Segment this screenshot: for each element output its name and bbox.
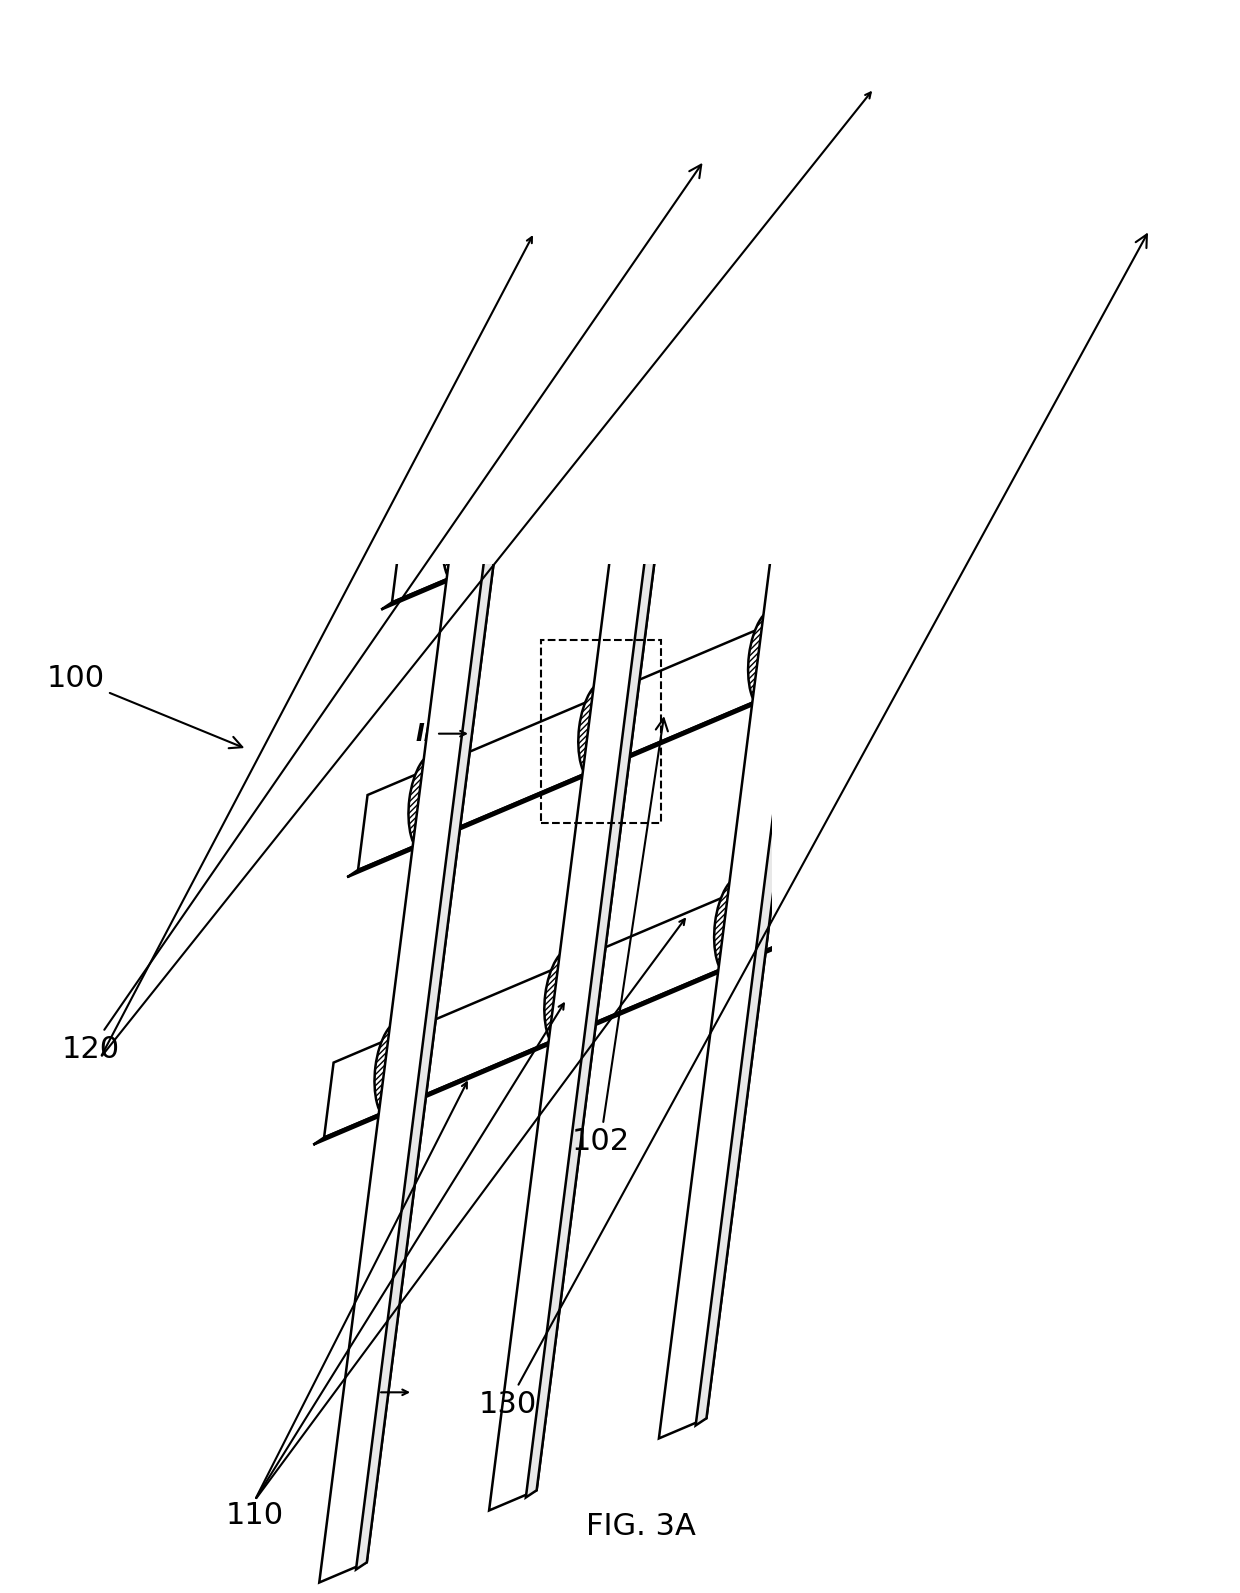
Polygon shape (977, 771, 1133, 863)
Polygon shape (489, 205, 699, 1510)
Polygon shape (789, 83, 950, 169)
Text: 102: 102 (572, 718, 668, 1157)
Polygon shape (542, 153, 620, 272)
Polygon shape (314, 857, 986, 1145)
Bar (541, 640, 661, 824)
Text: 120: 120 (62, 164, 702, 1064)
Polygon shape (1024, 696, 1142, 843)
Polygon shape (356, 277, 529, 1569)
Polygon shape (319, 277, 529, 1582)
Polygon shape (619, 156, 780, 241)
Ellipse shape (374, 1020, 419, 1121)
Polygon shape (358, 515, 1030, 870)
Text: 130: 130 (479, 234, 1147, 1419)
Text: II: II (358, 1380, 376, 1405)
Ellipse shape (408, 752, 453, 854)
Polygon shape (392, 247, 1064, 602)
Polygon shape (347, 589, 1021, 878)
Polygon shape (658, 134, 869, 1438)
Polygon shape (1120, 429, 1177, 524)
Polygon shape (381, 322, 1054, 610)
Ellipse shape (613, 413, 657, 515)
Polygon shape (517, 153, 620, 268)
Text: FIG. 3A: FIG. 3A (585, 1512, 696, 1540)
Text: 110: 110 (226, 1501, 284, 1531)
Text: II: II (415, 722, 433, 746)
Polygon shape (712, 81, 790, 201)
Ellipse shape (578, 680, 622, 782)
Polygon shape (857, 8, 960, 123)
Polygon shape (1085, 696, 1142, 792)
Polygon shape (687, 81, 790, 194)
Text: 100: 100 (46, 664, 242, 749)
Polygon shape (1092, 161, 1210, 307)
Polygon shape (1153, 161, 1210, 256)
Polygon shape (449, 228, 610, 312)
Polygon shape (526, 205, 699, 1497)
Ellipse shape (714, 876, 759, 978)
Ellipse shape (748, 609, 792, 710)
Polygon shape (1059, 429, 1177, 575)
Polygon shape (882, 8, 960, 129)
Ellipse shape (443, 486, 487, 588)
Polygon shape (1045, 236, 1200, 328)
Polygon shape (1012, 503, 1167, 596)
Polygon shape (696, 134, 869, 1426)
Polygon shape (324, 782, 996, 1137)
Ellipse shape (782, 341, 827, 443)
Ellipse shape (544, 948, 589, 1050)
